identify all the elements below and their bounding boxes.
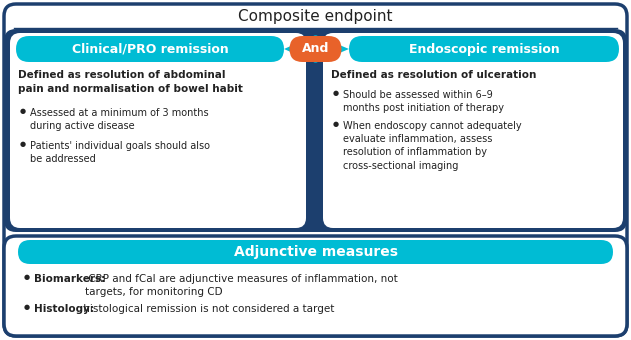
Text: Endoscopic remission: Endoscopic remission <box>409 42 559 55</box>
FancyBboxPatch shape <box>323 33 623 228</box>
Text: Histology:: Histology: <box>34 304 94 314</box>
FancyBboxPatch shape <box>290 36 341 62</box>
Text: ●: ● <box>24 274 30 280</box>
Text: Assessed at a minimum of 3 months
during active disease: Assessed at a minimum of 3 months during… <box>30 108 209 131</box>
Text: Patients' individual goals should also
be addressed: Patients' individual goals should also b… <box>30 141 210 164</box>
Polygon shape <box>316 35 349 63</box>
Text: histological remission is not considered a target: histological remission is not considered… <box>80 304 334 314</box>
Text: When endoscopy cannot adequately
evaluate inflammation, assess
resolution of inf: When endoscopy cannot adequately evaluat… <box>343 121 522 171</box>
Text: ●: ● <box>20 108 26 114</box>
Text: Clinical/PRO remission: Clinical/PRO remission <box>72 42 228 55</box>
Text: Composite endpoint: Composite endpoint <box>239 8 392 23</box>
Text: ●: ● <box>333 90 339 96</box>
Text: Defined as resolution of abdominal
pain and normalisation of bowel habit: Defined as resolution of abdominal pain … <box>18 70 243 94</box>
Text: ●: ● <box>333 121 339 127</box>
FancyBboxPatch shape <box>16 36 284 62</box>
Text: ●: ● <box>24 304 30 310</box>
Text: Should be assessed within 6–9
months post initiation of therapy: Should be assessed within 6–9 months pos… <box>343 90 504 113</box>
FancyBboxPatch shape <box>4 4 627 336</box>
Text: And: And <box>302 42 329 55</box>
FancyBboxPatch shape <box>4 29 627 232</box>
FancyBboxPatch shape <box>18 240 613 264</box>
FancyBboxPatch shape <box>4 236 627 336</box>
Text: Defined as resolution of ulceration: Defined as resolution of ulceration <box>331 70 536 80</box>
Text: ●: ● <box>20 141 26 147</box>
Polygon shape <box>284 35 316 63</box>
Text: Adjunctive measures: Adjunctive measures <box>233 245 398 259</box>
FancyBboxPatch shape <box>349 36 619 62</box>
Text: Biomarkers:: Biomarkers: <box>34 274 105 284</box>
Text: CRP and fCal are adjunctive measures of inflammation, not
targets, for monitorin: CRP and fCal are adjunctive measures of … <box>85 274 398 297</box>
FancyBboxPatch shape <box>10 33 306 228</box>
